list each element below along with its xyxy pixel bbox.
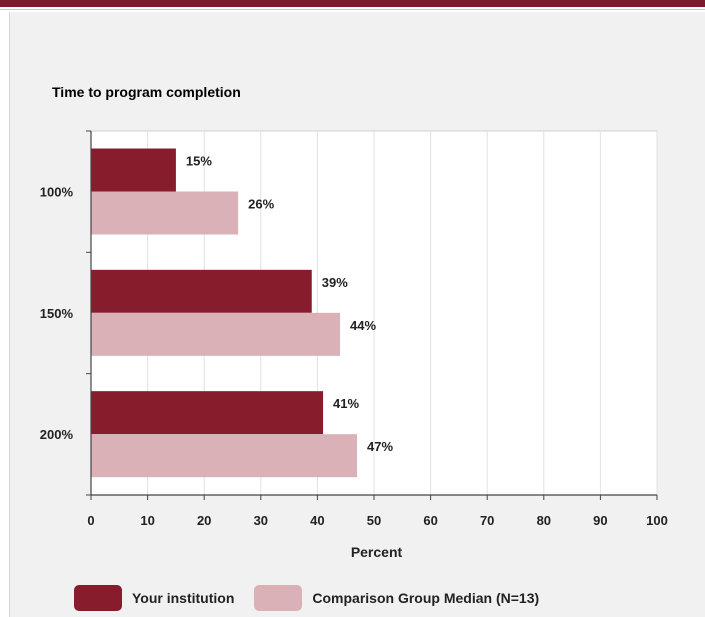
- x-tick-label: 90: [593, 513, 607, 528]
- bar-comparison: [91, 434, 358, 478]
- x-tick-label: 30: [254, 513, 268, 528]
- legend-swatch-comparison: [254, 585, 303, 611]
- bar-comparison: [91, 191, 239, 235]
- x-tick-label: 20: [197, 513, 211, 528]
- x-tick-label: 60: [423, 513, 437, 528]
- bar-data-label: 41%: [333, 396, 359, 411]
- bar-data-label: 39%: [322, 275, 348, 290]
- y-tick-label: 150%: [40, 306, 74, 321]
- y-tick-label: 100%: [40, 185, 74, 200]
- x-tick-label: 50: [367, 513, 381, 528]
- x-tick-label: 0: [87, 513, 94, 528]
- bar-data-label: 26%: [248, 197, 274, 212]
- axis-layer: 0 10 20 30 40 50 60 70 80 90 100 100% 150% 200%: [40, 130, 668, 528]
- header-divider: [0, 9, 705, 10]
- legend-label-institution: Your institution: [132, 590, 235, 606]
- bar-data-label: 47%: [367, 439, 393, 454]
- bar-data-label: 15%: [186, 154, 212, 169]
- legend-item-comparison: Comparison Group Median (N=13): [254, 585, 539, 611]
- chart-title: Time to program completion: [52, 84, 241, 100]
- bar-institution: [91, 269, 312, 313]
- bar-institution: [91, 148, 176, 192]
- x-tick-label: 100: [646, 513, 668, 528]
- legend-swatch-institution: [74, 585, 122, 611]
- legend: Your institution Comparison Group Median…: [74, 584, 559, 612]
- x-tick-label: 80: [537, 513, 551, 528]
- bar-layer: 15% 26% 39% 44% 41% 47%: [91, 148, 393, 478]
- bar-institution: [91, 391, 324, 435]
- x-axis-title: Percent: [350, 544, 403, 560]
- y-tick-label: 200%: [40, 427, 74, 442]
- header-accent-bar: [0, 0, 705, 7]
- x-tick-label: 10: [140, 513, 154, 528]
- x-tick-label: 40: [310, 513, 324, 528]
- x-tick-label: 70: [480, 513, 494, 528]
- legend-item-institution: Your institution: [74, 585, 234, 611]
- bar-data-label: 44%: [350, 318, 376, 333]
- legend-label-comparison: Comparison Group Median (N=13): [312, 590, 540, 606]
- bar-comparison: [91, 312, 341, 356]
